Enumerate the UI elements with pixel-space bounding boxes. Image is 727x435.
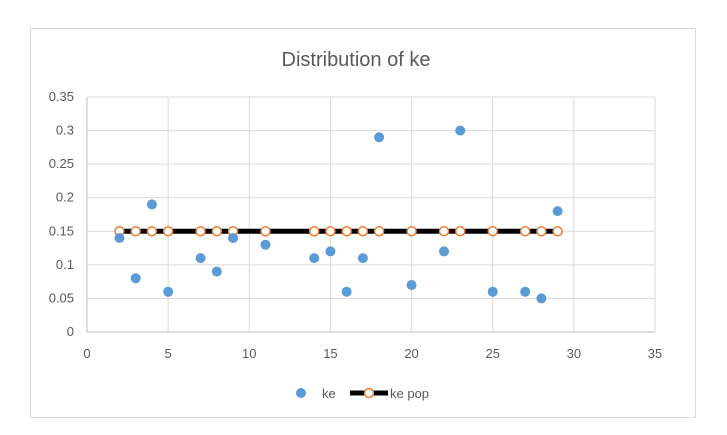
x-tick-label: 15 bbox=[323, 346, 337, 361]
ke-point bbox=[406, 280, 417, 290]
ke-pop-marker bbox=[438, 226, 450, 237]
legend: ke ke pop bbox=[296, 386, 429, 401]
y-tick-label: 0.25 bbox=[49, 156, 74, 171]
ke-point bbox=[195, 253, 206, 264]
ke-series bbox=[114, 125, 563, 304]
ke-pop-marker bbox=[373, 226, 385, 237]
ke-pop-marker bbox=[325, 226, 336, 237]
ke-point bbox=[341, 286, 352, 297]
ke-point bbox=[114, 233, 125, 243]
axes bbox=[86, 97, 655, 333]
ke-point bbox=[374, 132, 385, 143]
x-tick-label: 0 bbox=[83, 346, 90, 361]
gridlines bbox=[87, 96, 656, 332]
ke-point bbox=[228, 233, 239, 243]
y-tick-labels: 0 0.05 0.1 0.15 0.2 0.25 0.3 0.35 bbox=[49, 89, 74, 339]
ke-point bbox=[439, 246, 450, 257]
x-tick-label: 10 bbox=[242, 346, 256, 361]
chart-title: Distribution of ke bbox=[282, 49, 431, 71]
ke-pop-series bbox=[114, 226, 563, 237]
legend-ke-label: ke bbox=[322, 386, 336, 401]
y-tick-label: 0 bbox=[67, 324, 74, 339]
y-tick-label: 0.35 bbox=[49, 89, 74, 104]
ke-point bbox=[487, 286, 498, 297]
ke-point bbox=[260, 239, 271, 250]
ke-point bbox=[163, 286, 174, 297]
x-tick-label: 30 bbox=[567, 346, 581, 361]
y-tick-label: 0.2 bbox=[56, 190, 74, 205]
ke-pop-marker bbox=[519, 226, 531, 237]
ke-pop-marker bbox=[487, 226, 498, 237]
ke-point bbox=[520, 286, 531, 297]
ke-point bbox=[325, 246, 336, 257]
chart-frame bbox=[30, 28, 696, 418]
ke-point bbox=[130, 273, 141, 284]
x-tick-label: 25 bbox=[485, 346, 499, 361]
ke-point bbox=[211, 266, 222, 277]
ke-pop-marker bbox=[260, 226, 271, 237]
y-tick-label: 0.3 bbox=[56, 123, 74, 138]
y-tick-label: 0.05 bbox=[49, 290, 74, 305]
x-tick-label: 5 bbox=[165, 346, 172, 361]
ke-pop-marker bbox=[357, 226, 369, 237]
ke-pop-marker bbox=[146, 226, 158, 237]
ke-point bbox=[552, 206, 563, 217]
legend-ke-pop-label: ke pop bbox=[390, 386, 429, 401]
ke-pop-marker bbox=[211, 226, 223, 237]
legend-ke-pop-marker bbox=[363, 387, 375, 399]
ke-point bbox=[536, 293, 547, 304]
ke-pop-marker bbox=[536, 226, 547, 237]
ke-pop-marker bbox=[341, 226, 352, 237]
ke-point bbox=[357, 253, 368, 264]
y-tick-label: 0.15 bbox=[49, 223, 74, 238]
ke-pop-marker bbox=[130, 226, 141, 237]
x-tick-label: 20 bbox=[404, 346, 418, 361]
ke-point bbox=[309, 253, 320, 264]
x-tick-label: 35 bbox=[648, 346, 662, 361]
ke-pop-marker bbox=[308, 226, 320, 237]
ke-pop-marker bbox=[455, 226, 466, 237]
y-tick-label: 0.1 bbox=[56, 257, 74, 272]
ke-pop-marker bbox=[162, 226, 174, 237]
ke-pop-marker bbox=[406, 226, 417, 237]
x-tick-labels: 0 5 10 15 20 25 30 35 bbox=[83, 346, 662, 361]
ke-point bbox=[455, 125, 466, 136]
ke-pop-marker bbox=[195, 226, 206, 237]
legend-ke-marker bbox=[296, 388, 306, 398]
ke-point bbox=[146, 199, 157, 210]
ke-pop-marker bbox=[552, 226, 563, 237]
